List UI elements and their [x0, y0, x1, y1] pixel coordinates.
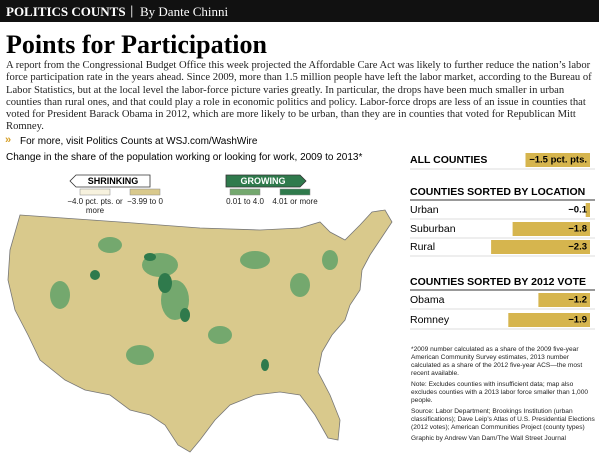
category-label: ALL COUNTIES	[410, 154, 487, 166]
chart-title: COUNTIES SORTED BY 2012 VOTE	[410, 276, 586, 288]
category-label: Urban	[410, 204, 439, 216]
bar	[585, 203, 590, 217]
value-label: −2.3	[568, 242, 587, 253]
note: Source: Labor Department; Brookings Inst…	[411, 408, 595, 431]
value-label: −1.5 pct. pts.	[529, 155, 587, 166]
bar	[512, 222, 590, 236]
bar-charts: ALL COUNTIES −1.5 pct. pts. COUNTIES SORTE…	[410, 153, 595, 330]
chevrons: »	[5, 134, 12, 146]
note: Graphic by Andrew Van Dam/The Wall Stree…	[411, 435, 567, 442]
shrinking-arrow	[69, 174, 151, 188]
bar	[538, 293, 590, 307]
legend-swatch	[79, 188, 111, 196]
separator: |	[130, 3, 134, 18]
legend-shrinking: SHRINKING	[88, 176, 139, 186]
category-label: Romney	[410, 314, 450, 326]
value-label: −1.2	[568, 295, 587, 306]
map: SHRINKING GROWING	[7, 174, 393, 453]
note: *2009 number calculated as a share of th…	[411, 346, 583, 377]
bar	[525, 153, 590, 167]
legend-label: −3.99 to 0	[127, 197, 163, 206]
value-label: −0.1	[568, 205, 587, 216]
legend-label: −4.0 pct. pts. or more	[67, 197, 123, 215]
value-label: −1.9	[568, 315, 587, 326]
headline: Points for Participation	[6, 30, 267, 59]
growing-arrow	[225, 174, 307, 188]
legend-growing: GROWING	[241, 176, 286, 186]
bar	[508, 313, 590, 327]
notes: *2009 number calculated as a share of th…	[411, 346, 596, 446]
header-bar: POLITICS COUNTS | By Dante Chinni	[0, 0, 599, 22]
body-text: A report from the Congressional Budget O…	[6, 60, 592, 133]
value-label: −1.8	[568, 224, 587, 235]
us-outline	[7, 209, 393, 453]
map-patches-dark	[90, 253, 269, 371]
section-name: POLITICS COUNTS	[6, 4, 126, 19]
category-label: Obama	[410, 294, 445, 306]
chart-title: COUNTIES SORTED BY LOCATION	[410, 186, 585, 198]
byline: By Dante Chinni	[140, 4, 229, 19]
legend-label: 0.01 to 4.0	[226, 197, 264, 206]
legend-swatch	[229, 188, 261, 196]
link-text[interactable]: For more, visit Politics Counts at WSJ.c…	[20, 136, 258, 147]
note: Note: Excludes counties with insufficien…	[411, 381, 589, 404]
bar	[491, 240, 590, 254]
legend-swatch	[279, 188, 311, 196]
legend-swatch	[129, 188, 161, 196]
legend-label: 4.01 or more	[272, 197, 318, 206]
category-label: Rural	[410, 241, 435, 253]
map-subtitle: Change in the share of the population wo…	[6, 152, 363, 163]
category-label: Suburban	[410, 223, 456, 235]
